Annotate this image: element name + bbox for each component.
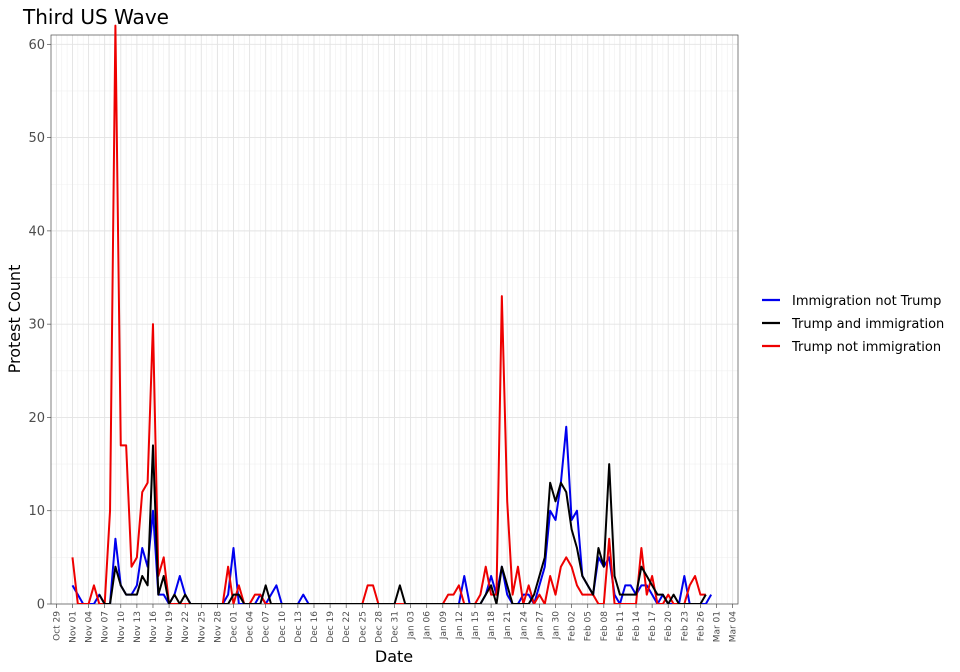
- x-tick-label: Feb 02: [568, 611, 578, 641]
- x-tick-label: Jan 15: [471, 611, 481, 640]
- y-tick-label: 30: [28, 318, 45, 333]
- x-tick-label: Jan 09: [439, 611, 449, 640]
- chart-title: Third US Wave: [22, 5, 169, 29]
- y-axis: 0 10 20 30 40 50 60: [28, 38, 51, 613]
- x-tick-label: Nov 28: [213, 611, 223, 643]
- x-tick-label: Dec 16: [310, 611, 320, 643]
- x-tick-label: Nov 19: [165, 611, 175, 643]
- x-tick-label: Jan 27: [535, 611, 545, 640]
- y-tick-label: 60: [28, 38, 45, 53]
- x-tick-label: Jan 24: [519, 611, 529, 640]
- x-tick-label: Jan 03: [407, 611, 417, 640]
- x-tick-label: Nov 01: [68, 611, 78, 643]
- y-tick-label: 40: [28, 224, 45, 239]
- x-tick-label: Dec 13: [294, 611, 304, 643]
- x-tick-label: Dec 22: [342, 611, 352, 643]
- series-line-trump-not-immigration: [71, 24, 706, 604]
- legend: Immigration not Trump Trump and immigrati…: [762, 294, 944, 355]
- y-tick-label: 10: [28, 504, 45, 519]
- legend-label: Trump not immigration: [791, 340, 941, 355]
- x-tick-label: Feb 14: [632, 611, 642, 642]
- x-tick-label: Nov 16: [149, 611, 159, 643]
- x-tick-label: Nov 04: [85, 611, 95, 643]
- x-axis: Oct 29 Nov 01 Nov 04 Nov 07 Nov 10 Nov 13 Nov …: [52, 604, 739, 643]
- y-tick-label: 20: [28, 411, 45, 426]
- x-tick-label: Nov 25: [197, 611, 207, 643]
- x-tick-label: Oct 29: [52, 611, 62, 641]
- x-tick-label: Dec 07: [262, 611, 272, 643]
- x-tick-label: Dec 10: [278, 611, 288, 643]
- x-tick-label: Dec 04: [246, 611, 256, 643]
- x-tick-label: Nov 13: [133, 611, 143, 643]
- x-tick-label: Feb 26: [696, 611, 706, 642]
- series-lines: [71, 24, 713, 604]
- x-tick-label: Dec 25: [358, 611, 368, 643]
- x-axis-title: Date: [375, 647, 413, 666]
- x-tick-label: Jan 06: [423, 611, 433, 640]
- x-tick-label: Dec 19: [326, 611, 336, 643]
- x-tick-label: Jan 18: [487, 611, 497, 640]
- x-tick-label: Dec 01: [229, 611, 239, 643]
- x-tick-label: Feb 23: [680, 611, 690, 641]
- x-tick-label: Feb 17: [648, 611, 658, 641]
- y-tick-label: 0: [37, 598, 45, 613]
- x-tick-label: Dec 31: [391, 611, 401, 643]
- series-line-trump-and-immigration: [98, 444, 707, 604]
- x-tick-label: Feb 05: [584, 611, 594, 641]
- x-tick-label: Jan 30: [552, 611, 562, 640]
- x-tick-label: Mar 01: [713, 611, 723, 642]
- x-tick-label: Feb 08: [600, 611, 610, 642]
- legend-label: Immigration not Trump: [792, 294, 941, 309]
- y-tick-label: 50: [28, 131, 45, 146]
- x-tick-label: Mar 04: [729, 611, 739, 643]
- x-tick-label: Dec 28: [374, 611, 384, 643]
- x-tick-label: Nov 22: [181, 611, 191, 643]
- grid: [50, 35, 739, 605]
- x-tick-label: Feb 11: [616, 611, 626, 641]
- x-tick-label: Nov 07: [101, 611, 111, 643]
- x-tick-label: Jan 21: [503, 611, 513, 640]
- legend-label: Trump and immigration: [791, 317, 944, 332]
- x-tick-label: Feb 20: [664, 611, 674, 642]
- y-axis-title: Protest Count: [5, 265, 24, 374]
- x-tick-label: Jan 12: [455, 611, 465, 640]
- x-tick-label: Nov 10: [117, 611, 127, 643]
